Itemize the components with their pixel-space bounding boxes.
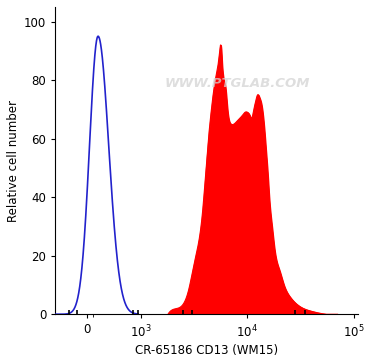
Y-axis label: Relative cell number: Relative cell number xyxy=(7,100,20,222)
Text: WWW.PTGLAB.COM: WWW.PTGLAB.COM xyxy=(164,77,310,90)
X-axis label: CR-65186 CD13 (WM15): CR-65186 CD13 (WM15) xyxy=(135,344,279,357)
